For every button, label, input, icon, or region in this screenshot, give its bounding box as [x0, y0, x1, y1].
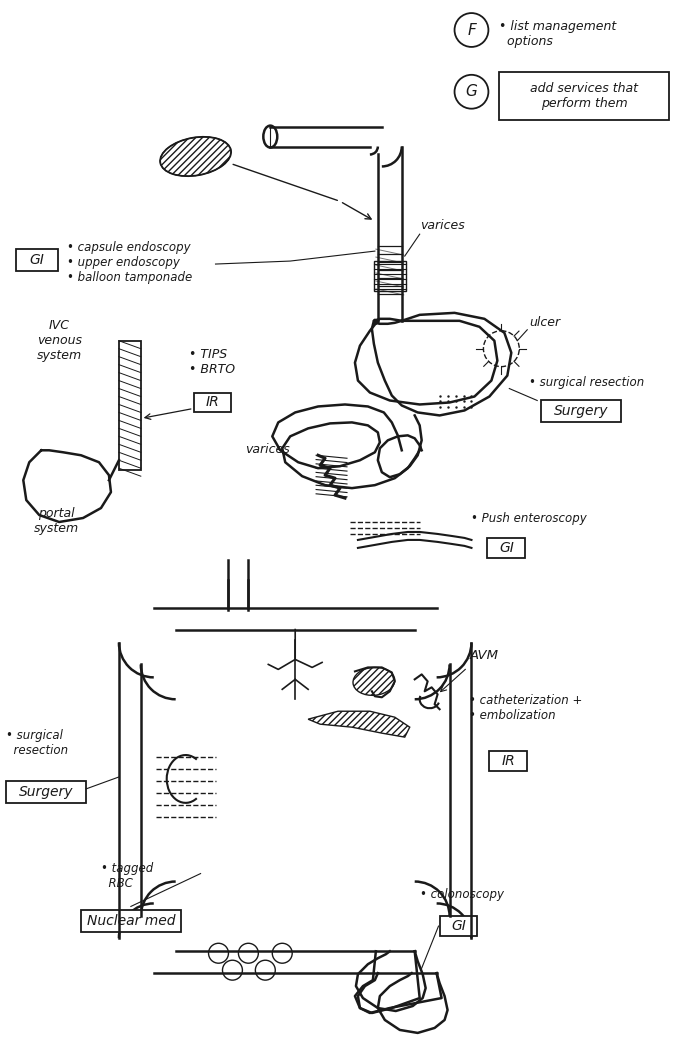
Text: Surgery: Surgery [553, 405, 608, 418]
Bar [541, 401, 621, 422]
Bar [499, 72, 669, 120]
Text: ulcer: ulcer [530, 316, 560, 329]
Text: • surgical
  resection: • surgical resection [6, 729, 68, 757]
Text: varices: varices [245, 443, 290, 456]
Ellipse shape [263, 125, 277, 147]
Text: • tagged
  RBC: • tagged RBC [101, 862, 153, 890]
Bar [194, 392, 232, 412]
Bar [119, 341, 141, 470]
Text: Surgery: Surgery [19, 785, 73, 799]
Text: • surgical resection: • surgical resection [530, 375, 645, 389]
Text: • catheterization +
• embolization: • catheterization + • embolization [469, 695, 583, 722]
Text: • list management
  options: • list management options [499, 20, 616, 48]
Polygon shape [308, 711, 410, 737]
Bar [81, 911, 181, 932]
Bar [16, 249, 58, 271]
Text: GI: GI [30, 253, 45, 267]
Text: IR: IR [206, 395, 219, 410]
Text: • colonoscopy: • colonoscopy [420, 889, 503, 901]
Text: GI: GI [499, 541, 514, 555]
Text: IVC
venous
system: IVC venous system [36, 319, 82, 362]
Text: Nuclear med: Nuclear med [86, 915, 175, 928]
Text: F: F [467, 23, 476, 38]
Text: AVM: AVM [469, 650, 499, 662]
Bar [440, 917, 477, 937]
Text: • capsule endoscopy
• upper endoscopy
• balloon tamponade: • capsule endoscopy • upper endoscopy • … [67, 241, 192, 284]
Bar [489, 751, 527, 771]
Ellipse shape [353, 668, 395, 696]
Text: GI: GI [451, 919, 466, 933]
Text: add services that
perform them: add services that perform them [530, 81, 638, 110]
Text: • TIPS
• BRTO: • TIPS • BRTO [188, 347, 235, 375]
Text: IR: IR [501, 754, 515, 768]
Text: portal
system: portal system [34, 507, 79, 535]
Ellipse shape [160, 137, 231, 176]
Text: G: G [466, 84, 477, 99]
Bar [488, 538, 525, 558]
Bar [6, 781, 86, 803]
Text: varices: varices [420, 219, 464, 233]
Bar [374, 261, 406, 291]
Text: • Push enteroscopy: • Push enteroscopy [471, 512, 587, 525]
